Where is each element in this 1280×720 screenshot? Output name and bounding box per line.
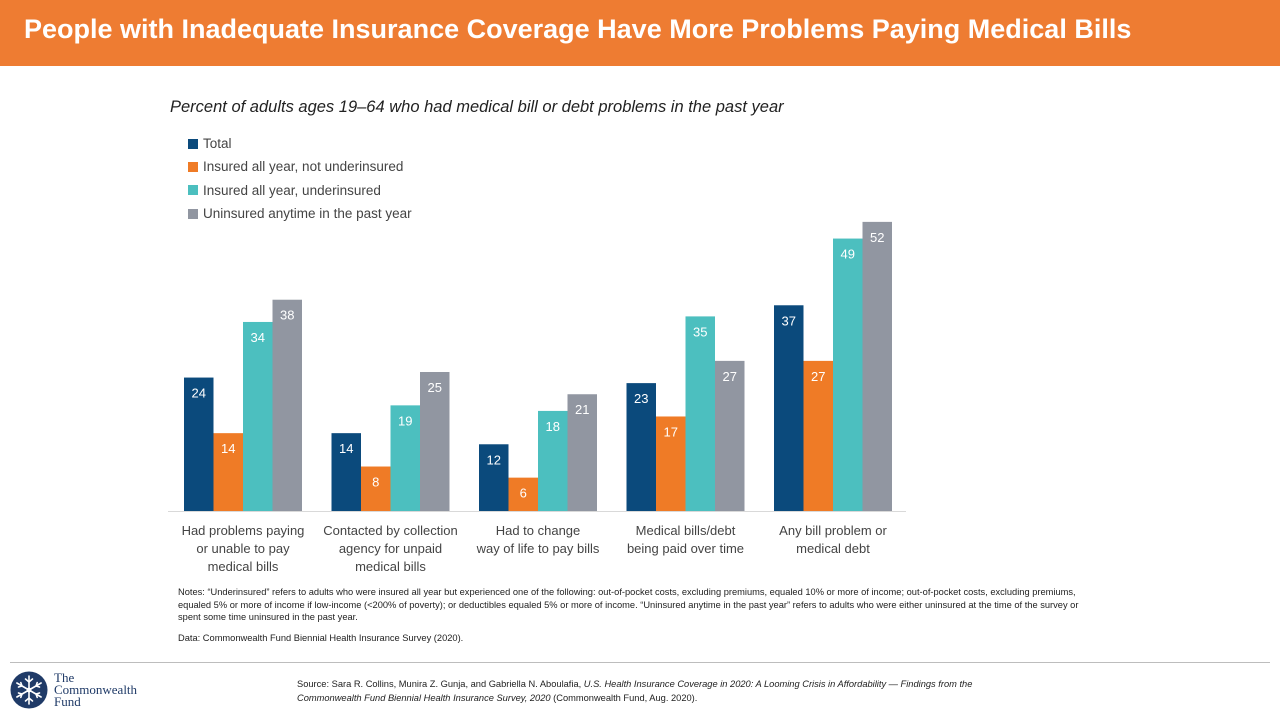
logo-line-1: The — [54, 670, 75, 685]
data-label: 37 — [782, 313, 796, 328]
data-label: 52 — [870, 230, 884, 245]
data-label: 8 — [372, 475, 379, 490]
bar — [390, 405, 420, 511]
bar — [184, 377, 214, 511]
legend-label: Uninsured anytime in the past year — [203, 206, 412, 222]
legend-item: Insured all year, not underinsured — [188, 155, 412, 178]
logo-line-3: Fund — [54, 694, 81, 709]
data-label: 23 — [634, 391, 648, 406]
bar — [538, 410, 568, 511]
page-title: People with Inadequate Insurance Coverag… — [24, 14, 1132, 44]
source-prefix: Source: Sara R. Collins, Munira Z. Gunja… — [297, 679, 584, 689]
bar — [508, 477, 538, 511]
bar — [833, 238, 863, 511]
chart-notes: Notes: “Underinsured” refers to adults w… — [178, 587, 1079, 622]
data-label: 25 — [428, 380, 442, 395]
data-label: 6 — [520, 486, 527, 501]
category-label: Had to change way of life to pay bills — [476, 523, 600, 556]
category-label: Medical bills/debt being paid over time — [627, 523, 744, 556]
bar — [213, 433, 243, 511]
footer-divider — [10, 662, 1270, 663]
data-label: 14 — [339, 441, 353, 456]
bar — [243, 321, 273, 511]
legend-item: Insured all year, underinsured — [188, 179, 412, 202]
legend-swatch — [188, 138, 198, 149]
bar — [479, 444, 509, 511]
commonwealth-fund-logo: The Commonwealth Fund — [10, 671, 137, 709]
source-title: U.S. Health Insurance Coverage in 2020: … — [297, 679, 973, 703]
data-label: 17 — [664, 424, 678, 439]
legend-label: Insured all year, underinsured — [203, 182, 381, 198]
legend-label: Total — [203, 136, 232, 152]
bar — [626, 383, 656, 511]
data-label: 14 — [221, 441, 235, 456]
category-label: Contacted by collection agency for unpaid… — [323, 523, 457, 574]
data-label: 38 — [280, 308, 294, 323]
data-label: 24 — [192, 386, 206, 401]
bar — [567, 394, 597, 511]
bar-chart: 24 14 34 38 Had problems paying or unable to … — [168, 221, 906, 574]
data-label: 35 — [693, 324, 707, 339]
chart-legend: Total Insured all year, not underinsured I… — [188, 132, 412, 225]
legend-item: Uninsured anytime in the past year — [188, 202, 412, 225]
data-label: 19 — [398, 413, 412, 428]
data-label: 12 — [487, 452, 501, 467]
bar — [774, 305, 804, 511]
data-label: 18 — [546, 419, 560, 434]
data-label: 27 — [723, 369, 737, 384]
category-label: Any bill problem or medical debt — [779, 523, 887, 556]
bar — [715, 360, 745, 511]
snowflake-seal-icon — [10, 671, 48, 709]
title-banner: People with Inadequate Insurance Coverag… — [0, 0, 1280, 66]
legend-swatch — [188, 185, 198, 196]
bar — [656, 416, 686, 511]
source-suffix: (Commonwealth Fund, Aug. 2020). — [550, 693, 698, 703]
logo-line-2: Commonwealth — [54, 682, 138, 697]
chart-subtitle: Percent of adults ages 19–64 who had med… — [170, 98, 784, 116]
data-label: 21 — [575, 402, 589, 417]
category-label: Had problems paying or unable to pay medic… — [182, 523, 305, 574]
bar — [361, 466, 391, 511]
source-citation: Source: Sara R. Collins, Munira Z. Gunja… — [297, 677, 1017, 705]
legend-swatch — [188, 208, 198, 219]
legend-label: Insured all year, not underinsured — [203, 159, 404, 175]
data-label: 34 — [251, 330, 265, 345]
bar — [420, 372, 450, 511]
data-label: 49 — [841, 247, 855, 262]
data-source-note: Data: Commonwealth Fund Biennial Health … — [178, 633, 464, 643]
legend-item: Total — [188, 132, 412, 155]
data-label: 27 — [811, 369, 825, 384]
bar — [862, 221, 892, 511]
bar — [331, 433, 361, 511]
legend-swatch — [188, 161, 198, 172]
bar — [685, 316, 715, 511]
bar — [272, 299, 302, 511]
logo-wordmark: The Commonwealth Fund — [54, 670, 138, 709]
bar — [803, 360, 833, 511]
